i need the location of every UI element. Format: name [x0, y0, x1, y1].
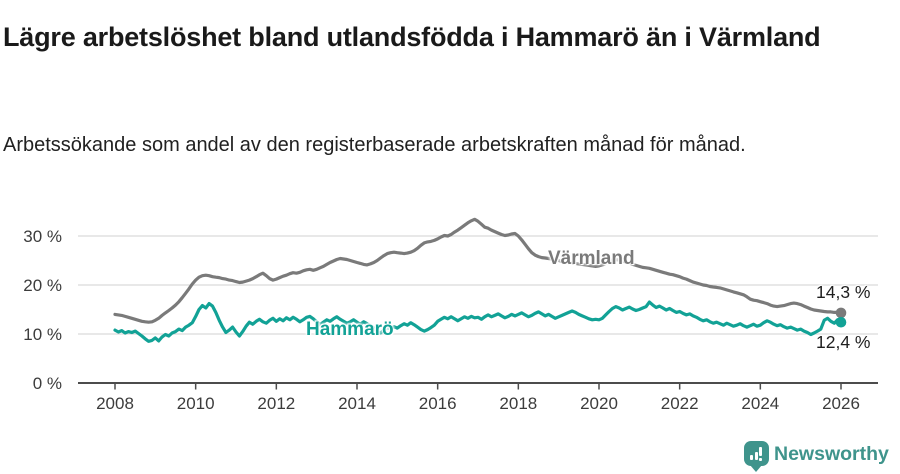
- svg-text:2018: 2018: [499, 394, 537, 413]
- chart-subtitle: Arbetssökande som andel av den registerb…: [3, 134, 746, 156]
- newsworthy-logo-icon: [744, 441, 769, 472]
- svg-text:2020: 2020: [580, 394, 618, 413]
- svg-text:2024: 2024: [741, 394, 779, 413]
- svg-text:0 %: 0 %: [33, 374, 62, 393]
- logo-bar-icon: [754, 452, 758, 460]
- svg-text:2026: 2026: [822, 394, 860, 413]
- svg-text:2022: 2022: [661, 394, 699, 413]
- newsworthy-wordmark: Newsworthy: [774, 443, 889, 465]
- svg-text:2016: 2016: [419, 394, 457, 413]
- svg-text:2010: 2010: [177, 394, 215, 413]
- series-label-hammaro: Hammarö: [306, 319, 394, 340]
- logo-exclamation-icon: [759, 447, 762, 456]
- line-chart-canvas: 0 % 10 % 20 % 30 % 2008 2010 2012 2014 2016 2018 2…: [23, 217, 878, 413]
- svg-text:10 %: 10 %: [23, 325, 62, 344]
- svg-text:20 %: 20 %: [23, 276, 62, 295]
- svg-text:2012: 2012: [257, 394, 295, 413]
- svg-text:30 %: 30 %: [23, 227, 62, 246]
- logo-pin-tail: [750, 465, 762, 472]
- logo-exclamation-dot: [759, 458, 762, 461]
- end-value-label-hammaro: 12,4 %: [816, 332, 871, 352]
- chart-title: Lägre arbetslöshet bland utlandsfödda i …: [3, 22, 821, 53]
- end-value-label-varmland: 14,3 %: [816, 282, 871, 302]
- series-label-varmland: Värmland: [548, 248, 635, 269]
- svg-text:2014: 2014: [338, 394, 376, 413]
- newsworthy-logo: Newsworthy: [744, 441, 889, 472]
- line-chart: 0 % 10 % 20 % 30 % 2008 2010 2012 2014 2016 2018 2…: [0, 175, 900, 425]
- logo-bar-icon: [750, 455, 753, 460]
- svg-text:2008: 2008: [96, 394, 134, 413]
